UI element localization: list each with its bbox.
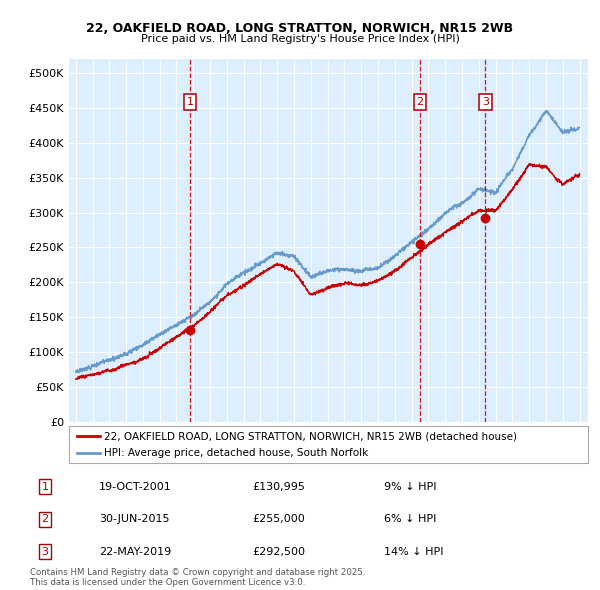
Text: £292,500: £292,500 bbox=[252, 547, 305, 556]
Text: £130,995: £130,995 bbox=[252, 482, 305, 491]
Text: 19-OCT-2001: 19-OCT-2001 bbox=[99, 482, 172, 491]
Text: 14% ↓ HPI: 14% ↓ HPI bbox=[384, 547, 443, 556]
Text: 22-MAY-2019: 22-MAY-2019 bbox=[99, 547, 171, 556]
Text: 30-JUN-2015: 30-JUN-2015 bbox=[99, 514, 170, 524]
Text: £255,000: £255,000 bbox=[252, 514, 305, 524]
Text: 3: 3 bbox=[482, 97, 489, 107]
Text: 3: 3 bbox=[41, 547, 49, 556]
Text: Contains HM Land Registry data © Crown copyright and database right 2025.
This d: Contains HM Land Registry data © Crown c… bbox=[30, 568, 365, 587]
Text: 9% ↓ HPI: 9% ↓ HPI bbox=[384, 482, 437, 491]
Text: Price paid vs. HM Land Registry's House Price Index (HPI): Price paid vs. HM Land Registry's House … bbox=[140, 34, 460, 44]
Text: 1: 1 bbox=[41, 482, 49, 491]
Text: 1: 1 bbox=[187, 97, 193, 107]
Text: 2: 2 bbox=[416, 97, 424, 107]
Text: 6% ↓ HPI: 6% ↓ HPI bbox=[384, 514, 436, 524]
Text: 22, OAKFIELD ROAD, LONG STRATTON, NORWICH, NR15 2WB: 22, OAKFIELD ROAD, LONG STRATTON, NORWIC… bbox=[86, 22, 514, 35]
Text: 22, OAKFIELD ROAD, LONG STRATTON, NORWICH, NR15 2WB (detached house): 22, OAKFIELD ROAD, LONG STRATTON, NORWIC… bbox=[104, 431, 517, 441]
Text: 2: 2 bbox=[41, 514, 49, 524]
Text: HPI: Average price, detached house, South Norfolk: HPI: Average price, detached house, Sout… bbox=[104, 448, 368, 458]
